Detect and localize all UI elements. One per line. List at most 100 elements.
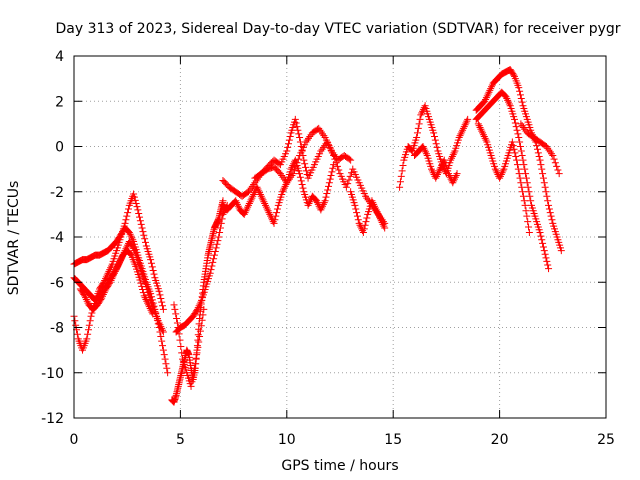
data-point — [139, 289, 147, 297]
data-point — [136, 217, 144, 225]
data-series — [251, 124, 355, 187]
data-point — [141, 235, 149, 243]
data-point — [327, 147, 335, 155]
data-point — [126, 249, 134, 257]
data-point — [159, 328, 167, 336]
data-point — [83, 335, 91, 343]
data-point — [106, 278, 114, 286]
data-point — [456, 132, 464, 140]
data-point — [516, 91, 524, 99]
data-point — [129, 243, 137, 251]
data-point — [323, 190, 331, 198]
data-point — [508, 138, 516, 146]
data-point — [200, 305, 208, 313]
data-point — [518, 122, 526, 130]
data-point — [242, 207, 250, 215]
data-point — [396, 178, 404, 186]
y-axis-label: SDTVAR / TECUs — [6, 181, 22, 296]
data-point — [214, 237, 222, 245]
data-point — [191, 360, 199, 368]
data-point — [422, 148, 430, 156]
data-point — [413, 133, 421, 141]
data-point — [523, 179, 531, 187]
data-point — [516, 143, 524, 150]
data-point — [173, 314, 181, 322]
data-point — [459, 124, 467, 132]
data-point — [543, 192, 551, 200]
data-point — [261, 200, 269, 208]
data-point — [504, 96, 512, 104]
data-point — [417, 111, 425, 119]
data-point — [544, 144, 552, 152]
data-point — [503, 95, 511, 103]
data-point — [521, 165, 529, 173]
data-point — [450, 175, 458, 183]
data-point — [537, 161, 545, 169]
data-point — [291, 115, 299, 123]
data-point — [299, 184, 307, 192]
data-point — [449, 151, 457, 159]
data-point — [163, 364, 171, 372]
data-point — [158, 337, 166, 345]
data-point — [244, 201, 252, 209]
data-point — [354, 216, 362, 224]
data-point — [140, 231, 148, 239]
data-point — [539, 170, 547, 178]
data-series — [517, 120, 563, 178]
data-point — [128, 234, 136, 242]
data-point — [450, 177, 458, 185]
grid-lines — [74, 56, 606, 418]
data-point — [232, 197, 240, 205]
x-tick-label: 0 — [70, 432, 79, 448]
data-point — [487, 85, 495, 93]
data-point — [428, 165, 436, 173]
data-point — [420, 144, 428, 152]
data-point — [475, 122, 483, 130]
data-point — [542, 254, 550, 262]
data-point — [246, 186, 254, 194]
axis-ticks: 0 5 10 15 20 25 -12 -10 -8 -6 -4 -2 0 2 4 — [41, 49, 615, 448]
data-point — [247, 184, 255, 192]
data-point — [327, 171, 335, 179]
data-point — [293, 159, 301, 167]
data-point — [324, 186, 332, 194]
data-point — [265, 209, 273, 217]
data-point — [155, 287, 163, 295]
data-point — [196, 300, 204, 308]
data-point — [486, 86, 494, 94]
data-point — [218, 215, 226, 223]
data-point — [368, 197, 376, 205]
x-tick-label: 25 — [597, 432, 615, 448]
data-point — [162, 360, 170, 368]
y-tick-label: 4 — [55, 49, 64, 65]
data-point — [172, 310, 180, 318]
data-point — [283, 179, 291, 187]
data-point — [363, 214, 371, 222]
data-point — [542, 188, 550, 196]
data-point — [136, 213, 144, 221]
data-point — [319, 200, 327, 208]
data-point — [206, 269, 214, 277]
data-point — [140, 292, 148, 300]
data-point — [116, 258, 124, 266]
data-point — [381, 224, 389, 232]
data-point — [359, 227, 367, 235]
data-point — [289, 170, 297, 178]
data-point — [285, 175, 293, 183]
data-point — [498, 169, 506, 177]
data-point — [262, 203, 270, 211]
data-point — [398, 167, 406, 175]
data-point — [524, 183, 532, 191]
data-point — [131, 196, 139, 204]
data-point — [148, 263, 156, 271]
data-point — [370, 202, 378, 210]
data-point — [105, 280, 113, 288]
data-point — [380, 222, 388, 230]
data-point — [460, 123, 468, 131]
data-point — [491, 165, 499, 173]
data-point — [433, 171, 441, 179]
data-point — [313, 197, 321, 205]
data-point — [192, 354, 200, 362]
data-point — [523, 212, 531, 220]
data-point — [272, 212, 280, 220]
